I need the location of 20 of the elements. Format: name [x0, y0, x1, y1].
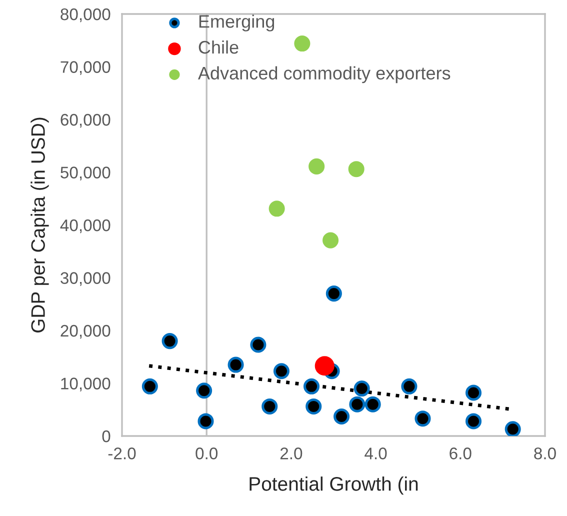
y-tick-label: 50,000 — [60, 166, 110, 180]
x-tick-label: -2.0 — [108, 448, 136, 460]
y-tick-label: 30,000 — [60, 272, 110, 286]
x-tick-label: 8.0 — [534, 448, 556, 460]
y-tick-label: 0 — [102, 430, 110, 442]
x-tick-label: 6.0 — [450, 448, 472, 460]
legend-label: Advanced commodity exporters — [198, 66, 450, 84]
legend-label: Chile — [198, 40, 238, 54]
x-axis-title: Potential Growth (in — [250, 476, 418, 495]
y-tick-label: 70,000 — [60, 61, 110, 75]
y-tick-label: 10,000 — [61, 378, 110, 392]
y-axis-title: GDP per Capita (in USD) — [30, 118, 49, 332]
y-tick-label: 60,000 — [60, 114, 110, 128]
legend-label: Emerging — [199, 14, 274, 32]
x-tick-label: 0.0 — [196, 448, 218, 460]
y-tick-label: 80,000 — [60, 8, 110, 22]
x-tick-label: 2.0 — [280, 448, 302, 460]
y-tick-label: 40,000 — [60, 219, 110, 234]
y-tick-label: 20,000 — [60, 324, 110, 339]
x-tick-label: 4.0 — [364, 448, 387, 460]
